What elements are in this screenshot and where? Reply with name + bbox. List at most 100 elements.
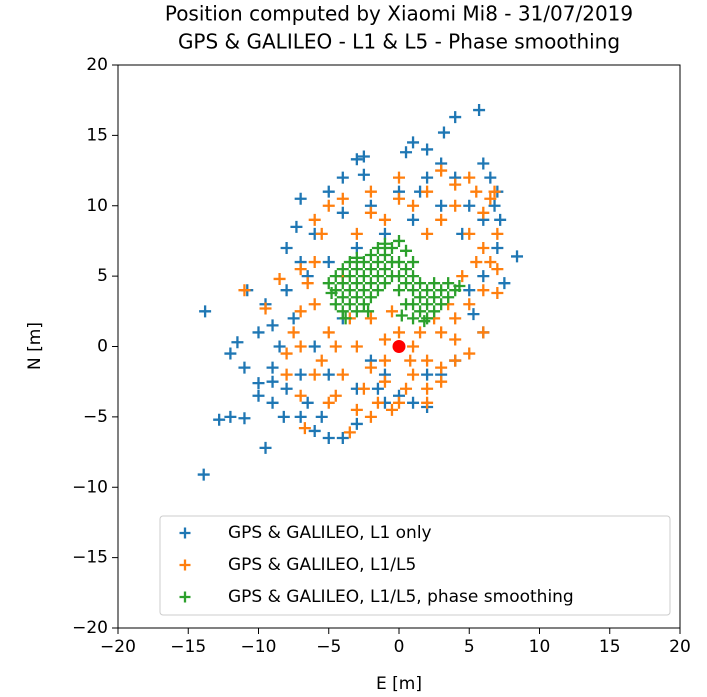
point <box>336 305 349 318</box>
point <box>343 256 356 269</box>
point <box>378 263 391 276</box>
point <box>421 171 434 184</box>
point <box>421 368 434 381</box>
point <box>336 277 349 290</box>
point <box>393 326 405 339</box>
point <box>336 368 349 381</box>
point <box>421 396 434 409</box>
y-tick-label: 20 <box>86 55 108 75</box>
x-tick-label: 10 <box>529 637 551 657</box>
legend-label: GPS & GALILEO, L1/L5 <box>228 555 416 575</box>
point <box>463 171 476 184</box>
point <box>308 256 321 269</box>
point <box>463 199 476 212</box>
point <box>435 213 448 226</box>
point <box>385 403 398 416</box>
y-tick-label: 15 <box>86 125 108 145</box>
point <box>308 340 321 353</box>
point <box>357 256 370 269</box>
point <box>252 389 265 402</box>
point <box>385 305 398 318</box>
point <box>325 287 338 300</box>
chart-title: Position computed by Xiaomi Mi8 - 31/07/… <box>165 2 633 26</box>
y-tick-label: 0 <box>97 337 108 357</box>
point <box>395 309 408 322</box>
point <box>453 279 466 292</box>
point <box>224 347 237 360</box>
point <box>414 305 427 318</box>
point <box>494 213 507 226</box>
point <box>442 277 455 290</box>
point <box>407 199 420 212</box>
point <box>414 291 427 304</box>
point <box>364 185 377 198</box>
point <box>385 241 398 254</box>
point <box>463 298 476 311</box>
point <box>484 256 497 269</box>
point <box>266 375 279 388</box>
point <box>322 277 335 290</box>
point <box>343 284 356 297</box>
point <box>371 241 384 254</box>
point <box>308 368 321 381</box>
point <box>357 168 370 181</box>
point <box>362 305 375 318</box>
point <box>294 368 307 381</box>
point <box>259 441 272 454</box>
point <box>350 251 363 264</box>
point <box>357 298 370 311</box>
point <box>393 284 405 297</box>
point <box>407 340 420 353</box>
point <box>442 291 455 304</box>
point <box>336 431 349 444</box>
point <box>467 308 480 321</box>
point <box>407 396 420 409</box>
point <box>378 213 391 226</box>
point <box>315 354 328 367</box>
point <box>213 413 226 426</box>
x-tick-label: 20 <box>669 637 691 657</box>
x-tick-label: 15 <box>599 637 621 657</box>
point <box>511 250 524 263</box>
point <box>294 263 307 276</box>
point <box>477 206 490 219</box>
point <box>280 347 293 360</box>
y-axis-label: N [m] <box>25 322 45 370</box>
point <box>491 241 504 254</box>
point <box>393 270 405 283</box>
point <box>308 424 321 437</box>
point <box>329 340 342 353</box>
chart-subtitle: GPS & GALILEO - L1 & L5 - Phase smoothin… <box>178 30 620 54</box>
point <box>498 277 511 290</box>
point <box>449 199 462 212</box>
point <box>393 396 405 409</box>
point <box>435 284 448 297</box>
point <box>350 403 363 416</box>
point <box>421 298 434 311</box>
point <box>437 126 450 139</box>
point <box>407 213 420 226</box>
point <box>364 312 377 325</box>
point <box>400 146 413 159</box>
point <box>378 375 391 388</box>
point <box>322 326 335 339</box>
point <box>343 270 356 283</box>
point <box>378 249 391 262</box>
x-tick-label: −20 <box>100 637 136 657</box>
point <box>322 368 335 381</box>
point <box>371 270 384 283</box>
point <box>294 410 307 423</box>
point <box>463 347 476 360</box>
point <box>231 336 244 349</box>
point <box>294 192 307 205</box>
point <box>400 382 413 395</box>
point <box>378 237 391 250</box>
point <box>400 244 413 257</box>
point <box>463 227 476 240</box>
point <box>364 291 377 304</box>
plot-frame <box>117 64 681 629</box>
point <box>343 426 356 439</box>
point <box>477 284 490 297</box>
point <box>378 277 391 290</box>
point <box>238 412 251 425</box>
